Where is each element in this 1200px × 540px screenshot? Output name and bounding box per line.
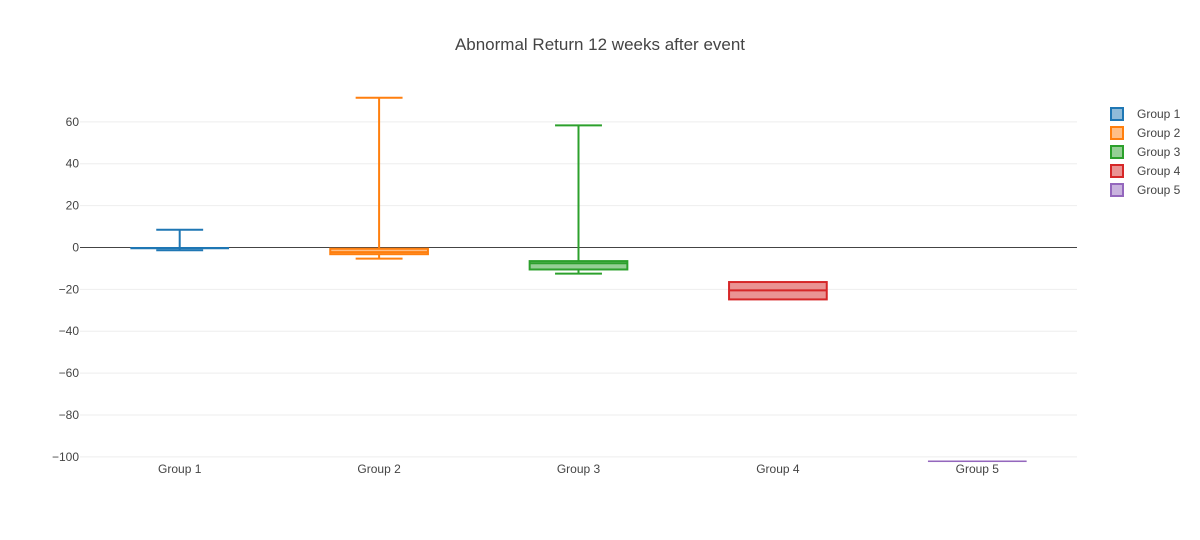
legend-item: Group 2	[1110, 126, 1181, 140]
chart-title: Abnormal Return 12 weeks after event	[455, 35, 745, 54]
y-tick-label: −80	[59, 408, 80, 422]
legend-item: Group 4	[1110, 164, 1181, 178]
legend-swatch	[1110, 145, 1124, 159]
box-4	[728, 281, 828, 301]
box-body	[528, 260, 629, 271]
box-1	[130, 228, 230, 252]
legend-label: Group 1	[1137, 107, 1181, 121]
legend-label: Group 4	[1137, 164, 1181, 178]
y-tick-label: 40	[66, 157, 80, 171]
boxes	[130, 96, 1027, 463]
legend-swatch	[1110, 107, 1124, 121]
legend-swatch	[1110, 183, 1124, 197]
y-tick-label: 0	[72, 240, 79, 254]
legend-item: Group 1	[1110, 107, 1181, 121]
legend-item: Group 3	[1110, 145, 1181, 159]
y-tick-label: −100	[52, 450, 79, 464]
legend-label: Group 2	[1137, 126, 1181, 140]
y-tick-label: −60	[59, 366, 80, 380]
legend-swatch	[1110, 126, 1124, 140]
box-2	[329, 96, 429, 260]
legend-swatch	[1110, 164, 1124, 178]
legend-label: Group 5	[1137, 183, 1181, 197]
y-tick-label: −20	[59, 282, 80, 296]
y-tick-label: 20	[66, 199, 80, 213]
box-5	[927, 460, 1027, 463]
x-tick-label: Group 4	[756, 462, 800, 476]
x-tick-label: Group 2	[357, 462, 401, 476]
box-3	[528, 124, 629, 275]
y-tick-label: 60	[66, 115, 80, 129]
x-axis-ticks: Group 1 Group 2 Group 3 Group 4 Group 5	[158, 462, 999, 476]
legend-label: Group 3	[1137, 145, 1181, 159]
x-tick-label: Group 1	[158, 462, 202, 476]
legend-item: Group 5	[1110, 183, 1181, 197]
y-tick-label: −40	[59, 324, 80, 338]
x-tick-label: Group 5	[956, 462, 1000, 476]
y-axis-ticks: −100 −80 −60 −40 −20 0 20 40 60	[52, 115, 79, 464]
legend: Group 1 Group 2 Group 3 Group 4 Group 5	[1110, 107, 1181, 197]
x-tick-label: Group 3	[557, 462, 601, 476]
